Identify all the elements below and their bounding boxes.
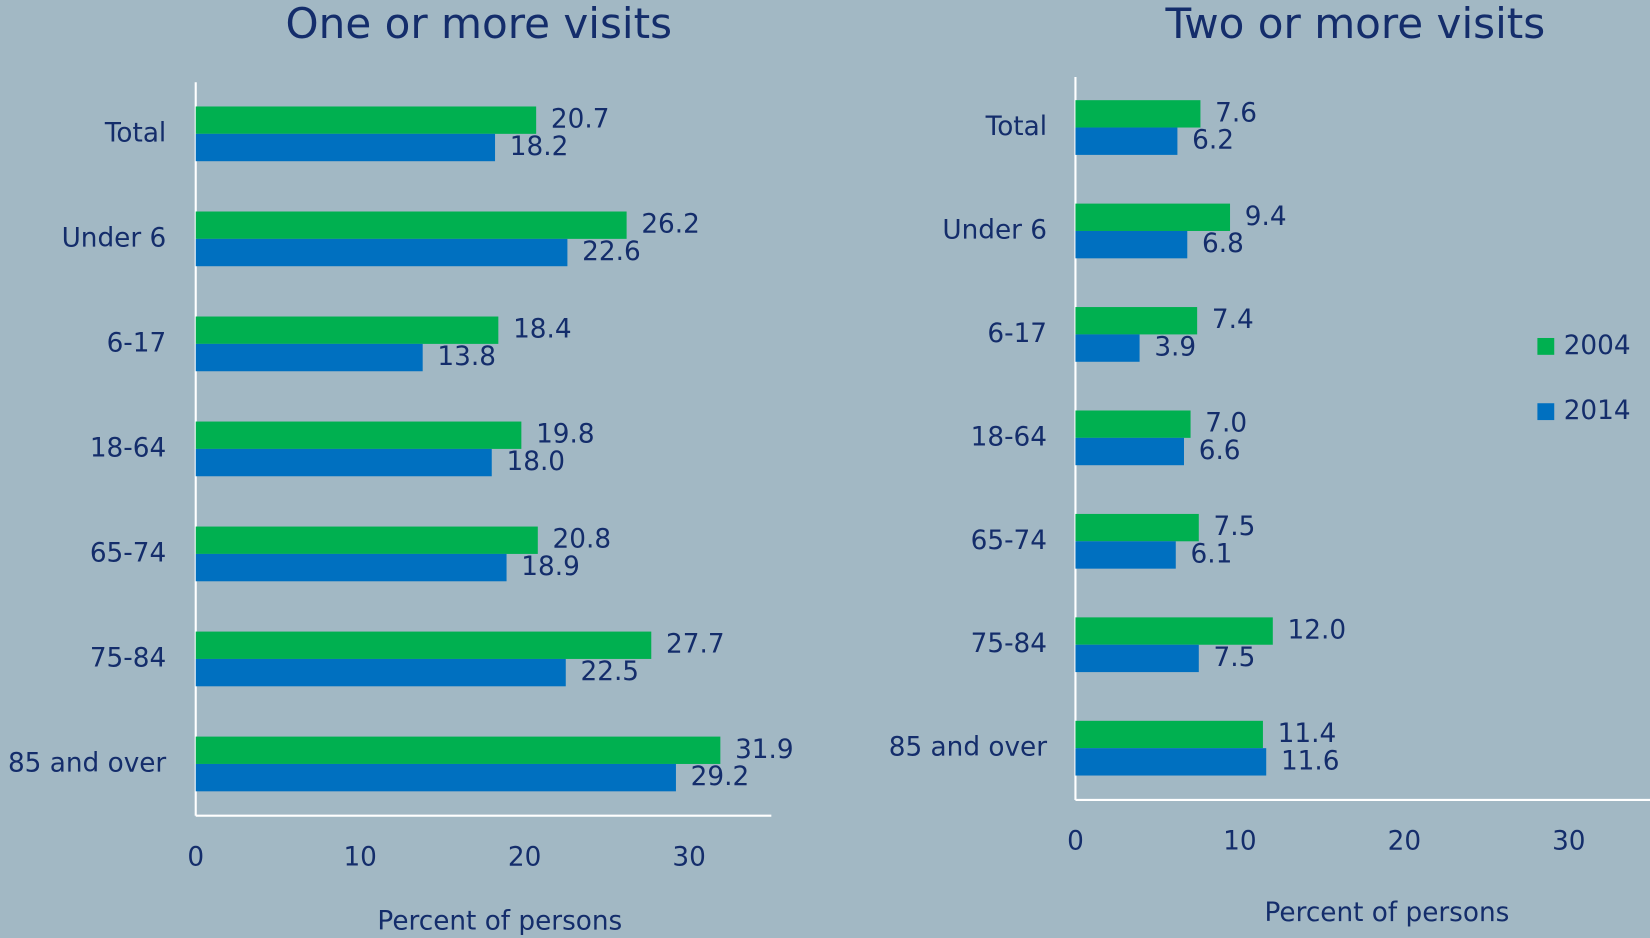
value-label: 3.9 [1154,333,1196,363]
value-label: 22.5 [580,657,639,687]
bar [1075,644,1199,673]
value-label: 6.2 [1192,126,1234,156]
category-label: 65-74 [90,538,166,568]
bar [1075,334,1140,362]
x-tick-label: 10 [1223,827,1256,857]
legend-swatch [1537,337,1555,355]
value-label: 31.9 [735,735,794,765]
category-label: 85 and over [8,748,166,778]
bar [195,631,652,659]
bar [1075,230,1188,259]
bar [1075,617,1273,645]
category-label: Total [104,118,166,148]
bar [195,343,423,372]
value-label: 20.8 [553,525,612,555]
category-label: Under 6 [942,215,1047,245]
bar [195,421,522,449]
x-tick-label: 0 [1067,827,1084,857]
x-tick-label: 20 [508,842,541,872]
bar [1075,410,1191,438]
value-label: 7.4 [1212,305,1254,335]
value-label: 6.8 [1202,229,1244,259]
value-label: 9.4 [1245,202,1287,232]
value-label: 11.6 [1281,746,1340,776]
bar [195,211,627,239]
bar [195,316,499,344]
x-axis-label: Percent of persons [377,907,622,937]
chart-title: Two or more visits [1165,0,1546,48]
bar [195,526,538,554]
value-label: 7.5 [1214,643,1256,673]
bar [1075,100,1201,128]
category-label: 65-74 [971,526,1047,556]
category-label: Total [985,112,1047,142]
x-tick-label: 20 [1388,827,1421,857]
value-label: 7.0 [1205,409,1247,439]
bar [195,448,492,477]
value-label: 7.5 [1214,512,1256,542]
bar [195,763,676,792]
bar [195,133,496,162]
category-label: 6-17 [107,328,167,358]
legend-label: 2014 [1564,396,1631,426]
bar [195,658,566,687]
value-label: 26.2 [641,210,700,240]
x-tick-label: 30 [672,842,705,872]
bar [1075,203,1231,231]
value-label: 18.2 [510,132,569,162]
value-label: 19.8 [536,420,595,450]
bar [1075,513,1199,542]
legend-label: 2004 [1564,331,1631,361]
bar [1075,437,1184,466]
category-label: 6-17 [987,319,1047,349]
x-axis-label: Percent of persons [1264,898,1509,928]
bar [195,553,507,582]
bar [195,106,537,134]
bar [1075,720,1263,749]
value-label: 6.1 [1190,539,1232,569]
legend-swatch [1537,403,1555,421]
bar [1075,748,1267,776]
bar [195,238,568,267]
category-label: Under 6 [62,223,167,253]
category-label: 75-84 [971,629,1047,659]
bar [195,736,721,764]
value-label: 11.4 [1278,719,1337,749]
bar [1075,541,1176,569]
category-label: 18-64 [971,422,1047,452]
bar [1075,127,1178,155]
category-label: 85 and over [889,733,1047,763]
value-label: 18.4 [513,315,572,345]
value-label: 27.7 [666,630,725,660]
value-label: 12.0 [1288,616,1347,646]
bar [1075,307,1198,335]
value-label: 18.9 [521,552,580,582]
value-label: 7.6 [1215,98,1257,128]
x-tick-label: 10 [343,842,376,872]
value-label: 20.7 [551,105,610,135]
value-label: 18.0 [506,447,565,477]
chart-title: One or more visits [286,0,672,48]
value-label: 29.2 [691,762,750,792]
value-label: 22.6 [582,237,641,267]
x-tick-label: 30 [1552,827,1585,857]
value-label: 6.6 [1199,436,1241,466]
value-label: 13.8 [437,342,496,372]
category-label: 18-64 [90,433,166,463]
x-tick-label: 0 [187,842,204,872]
category-label: 75-84 [90,643,166,673]
